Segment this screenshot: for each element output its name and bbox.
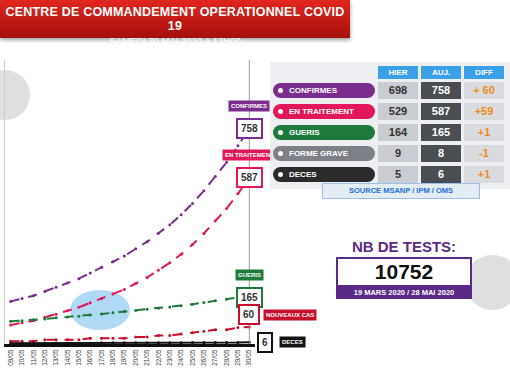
svg-text:20/05: 20/05: [132, 349, 139, 366]
html-text:165: 165: [431, 126, 451, 138]
html-text:SAMEDI 30 MAI 2020 A 13H00: SAMEDI 30 MAI 2020 A 13H00: [109, 35, 241, 46]
svg-text:30/05: 30/05: [245, 349, 252, 366]
html-text:8: 8: [437, 147, 445, 159]
svg-text:587: 587: [241, 172, 258, 183]
svg-text:19/05: 19/05: [120, 349, 127, 366]
svg-text:26/05: 26/05: [200, 349, 207, 366]
html-text:10752: 10752: [374, 260, 434, 283]
svg-text:13/05: 13/05: [52, 349, 59, 366]
svg-text:10/05: 10/05: [18, 349, 25, 366]
svg-text:22/05: 22/05: [155, 349, 162, 366]
html-text:+1: +1: [477, 126, 491, 138]
svg-text:NOUVEAUX CAS: NOUVEAUX CAS: [266, 312, 314, 318]
svg-text:60: 60: [243, 309, 255, 320]
svg-text:DECES: DECES: [282, 339, 303, 345]
html-text:DIFF: DIFF: [475, 67, 493, 77]
html-text:5: 5: [394, 168, 402, 180]
svg-text:29/05: 29/05: [234, 349, 241, 366]
html-text:6: 6: [437, 168, 445, 180]
html-text:SOURCE MSANP / IPM / OMS: SOURCE MSANP / IPM / OMS: [349, 186, 453, 195]
svg-text:14/05: 14/05: [64, 349, 71, 366]
html-text:19 MARS 2020 / 28 MAI 2020: 19 MARS 2020 / 28 MAI 2020: [353, 288, 455, 297]
svg-text:12/05: 12/05: [41, 349, 48, 366]
svg-text:16/05: 16/05: [86, 349, 93, 366]
html-text:758: 758: [431, 84, 451, 96]
svg-text:17/05: 17/05: [98, 349, 105, 366]
svg-text:18/05: 18/05: [109, 349, 116, 366]
svg-text:28/05: 28/05: [223, 349, 230, 366]
html-text:EN TRAITEMENT: EN TRAITEMENT: [289, 107, 354, 116]
svg-text:758: 758: [241, 123, 258, 134]
svg-text:CONFIRMES: CONFIRMES: [231, 103, 267, 109]
html-text:FORME GRAVE: FORME GRAVE: [289, 149, 348, 158]
svg-text:23/05: 23/05: [166, 349, 173, 366]
svg-text:11/05: 11/05: [30, 349, 37, 365]
html-text:HIER: HIER: [388, 67, 408, 77]
html-text:CONFIRMES: CONFIRMES: [289, 86, 337, 95]
html-text:+ 60: + 60: [473, 84, 495, 96]
html-text:-1: -1: [479, 147, 489, 159]
svg-text:6: 6: [262, 337, 268, 348]
svg-text:24/05: 24/05: [177, 349, 184, 366]
svg-text:09/05: 09/05: [7, 349, 14, 366]
svg-text:27/05: 27/05: [211, 349, 218, 366]
html-text:698: 698: [388, 84, 408, 96]
html-text:+59: +59: [474, 105, 494, 117]
html-text:DECES: DECES: [289, 170, 317, 179]
svg-text:GUERIS: GUERIS: [238, 272, 261, 278]
svg-text:25/05: 25/05: [189, 349, 196, 366]
html-text:529: 529: [388, 105, 408, 117]
html-text:9: 9: [394, 147, 402, 159]
html-text:+1: +1: [477, 168, 491, 180]
html-text:164: 164: [388, 126, 408, 138]
svg-text:165: 165: [241, 292, 258, 303]
svg-text:21/05: 21/05: [143, 349, 150, 366]
svg-text:EN TRAITEMENT: EN TRAITEMENT: [225, 152, 274, 158]
html-text:587: 587: [431, 105, 451, 117]
html-text:AUJ.: AUJ.: [431, 67, 451, 77]
svg-text:15/05: 15/05: [75, 349, 82, 366]
html-text:GUERIS: GUERIS: [289, 128, 320, 137]
html-text:NB DE TESTS:: NB DE TESTS:: [351, 238, 457, 255]
html-text:CENTRE DE COMMANDEMENT OPERATI: CENTRE DE COMMANDEMENT OPERATIONNEL COVI…: [5, 5, 345, 33]
